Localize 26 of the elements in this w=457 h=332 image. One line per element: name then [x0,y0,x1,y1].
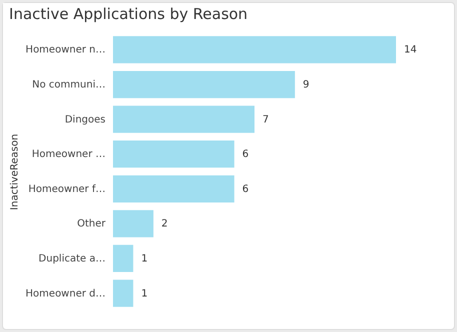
bar [113,175,234,202]
y-tick-label: Other [77,218,106,230]
y-tick-label: Homeowner d… [26,288,106,300]
data-label: 9 [302,80,310,91]
y-tick-label: Dingoes [64,114,106,126]
bar [113,36,396,64]
y-tick-label: Homeowner … [32,149,106,160]
y-tick-label: Duplicate a… [38,253,106,264]
y-tick-label: Homeowner f… [28,184,106,195]
bar [113,244,134,272]
data-label: 6 [242,184,249,195]
chart-title: Inactive Applications by Reason [9,5,248,23]
data-label: 6 [242,149,249,160]
y-tick-label: No communi… [32,80,106,91]
bar [113,70,295,98]
data-label: 1 [141,253,148,264]
y-tick-label: Homeowner n… [26,44,106,56]
bar [113,106,254,133]
y-axis-title: InactiveReason [10,134,21,210]
data-label: 7 [262,114,269,126]
data-label: 2 [161,218,168,230]
bar [113,280,134,307]
bar [113,210,154,238]
bar [113,140,234,168]
data-label: 14 [404,44,417,56]
data-label: 1 [141,288,148,300]
